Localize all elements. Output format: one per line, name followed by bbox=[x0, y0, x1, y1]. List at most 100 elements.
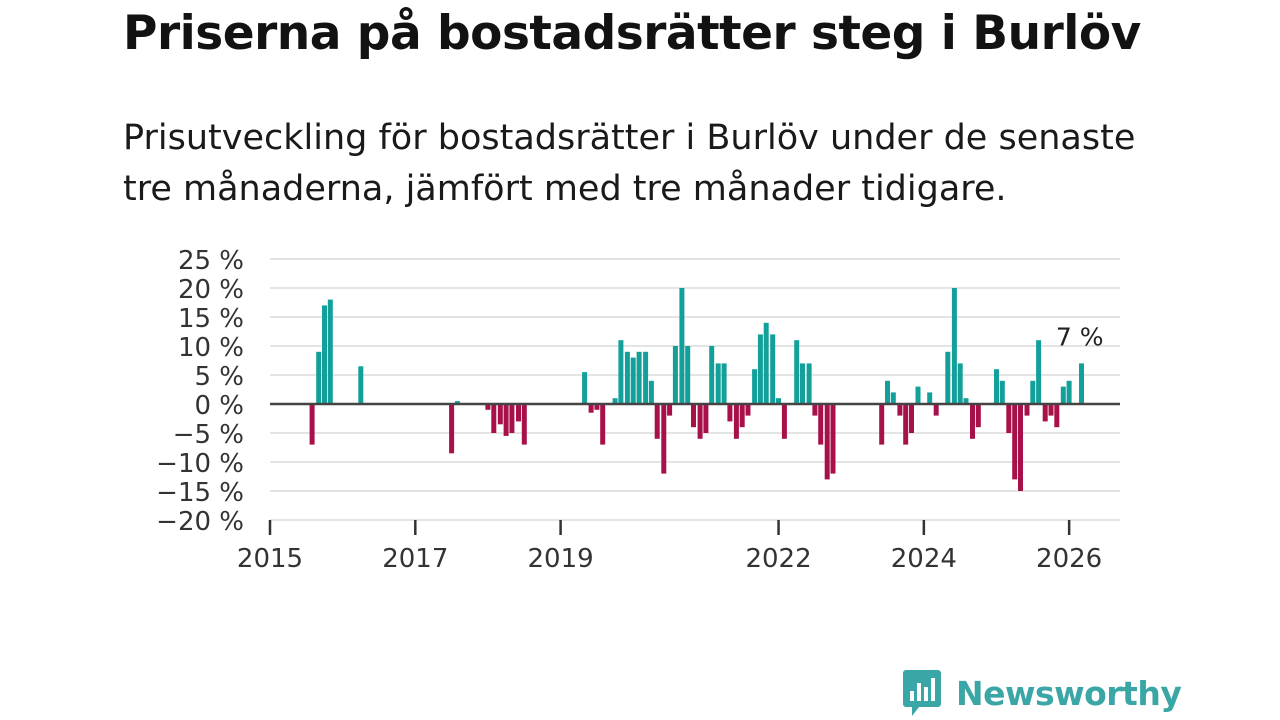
bar bbox=[794, 340, 800, 404]
bar bbox=[745, 404, 751, 416]
y-tick-label: −5 % bbox=[173, 420, 244, 450]
y-tick-label: −10 % bbox=[156, 449, 244, 479]
chart-title: Priserna på bostadsrätter steg i Burlöv bbox=[123, 6, 1141, 61]
bar-series bbox=[309, 288, 1084, 491]
bar bbox=[909, 404, 914, 433]
bar bbox=[667, 404, 673, 416]
bar bbox=[776, 398, 781, 404]
bar bbox=[770, 334, 776, 404]
bar bbox=[994, 369, 999, 404]
bar bbox=[654, 404, 660, 439]
bar bbox=[970, 404, 975, 439]
bar bbox=[1048, 404, 1054, 416]
bar bbox=[309, 404, 315, 445]
bar bbox=[752, 369, 758, 404]
bar bbox=[763, 322, 769, 404]
bar bbox=[449, 404, 455, 454]
bar bbox=[691, 404, 696, 428]
bar bbox=[485, 404, 491, 410]
bar bbox=[643, 351, 649, 404]
bar bbox=[721, 363, 727, 404]
bar bbox=[322, 305, 327, 404]
bar bbox=[957, 363, 963, 404]
bar bbox=[927, 392, 933, 404]
bar bbox=[1079, 363, 1084, 404]
x-tick-label: 2022 bbox=[745, 544, 811, 574]
chart-subtitle: Prisutveckling för bostadsrätter i Burlö… bbox=[123, 118, 1136, 209]
bar bbox=[1012, 404, 1018, 480]
bar bbox=[915, 386, 921, 404]
bar bbox=[709, 346, 715, 404]
y-tick-label: 5 % bbox=[194, 362, 244, 392]
bar bbox=[618, 340, 624, 404]
bar bbox=[830, 404, 836, 474]
bar bbox=[521, 404, 527, 445]
bar bbox=[879, 404, 885, 445]
y-tick-label: 25 % bbox=[178, 246, 244, 276]
bar bbox=[503, 404, 509, 436]
bar bbox=[661, 404, 667, 474]
bar bbox=[1042, 404, 1048, 422]
y-tick-label: −15 % bbox=[156, 478, 244, 508]
bar bbox=[963, 398, 969, 404]
bar bbox=[588, 404, 594, 413]
bar bbox=[806, 363, 812, 404]
gridlines bbox=[270, 258, 1120, 521]
x-tick-label: 2015 bbox=[237, 544, 303, 574]
bar bbox=[1006, 404, 1012, 433]
x-tick-label: 2019 bbox=[528, 544, 594, 574]
newsworthy-logo: Newsworthy bbox=[902, 668, 1182, 718]
bar bbox=[757, 334, 763, 404]
bar bbox=[679, 288, 685, 404]
bar bbox=[1024, 404, 1030, 416]
bar bbox=[975, 404, 981, 428]
bar bbox=[497, 404, 503, 425]
bar bbox=[1036, 340, 1042, 404]
y-tick-label: 0 % bbox=[194, 391, 244, 421]
x-tick-label: 2017 bbox=[382, 544, 448, 574]
bar bbox=[491, 404, 497, 433]
bar bbox=[685, 346, 691, 404]
bar bbox=[582, 372, 588, 404]
bar bbox=[999, 380, 1005, 404]
last-value-annotation: 7 % bbox=[1056, 322, 1104, 351]
bar bbox=[933, 404, 939, 416]
y-tick-label: 20 % bbox=[178, 275, 244, 305]
bar bbox=[951, 288, 957, 404]
bar bbox=[672, 346, 678, 404]
bar bbox=[703, 404, 709, 433]
bar bbox=[358, 366, 364, 404]
bar bbox=[1066, 380, 1072, 404]
newsworthy-wordmark: Newsworthy bbox=[956, 673, 1182, 713]
bar bbox=[648, 380, 654, 404]
bar bbox=[903, 404, 909, 445]
y-axis-tick-labels: 25 %20 %15 %10 %5 %0 %−5 %−10 %−15 %−20 … bbox=[156, 246, 244, 537]
bar bbox=[594, 404, 600, 410]
bar bbox=[612, 398, 618, 404]
bar bbox=[897, 404, 903, 416]
bar bbox=[1030, 380, 1036, 404]
x-tick-label: 2024 bbox=[891, 544, 957, 574]
bar bbox=[812, 404, 818, 416]
bar bbox=[600, 404, 606, 445]
bar bbox=[824, 404, 830, 480]
y-tick-label: −20 % bbox=[156, 507, 244, 537]
x-axis: 2015 2017 2019 2022 2024 2026 bbox=[237, 520, 1102, 574]
bar bbox=[316, 351, 322, 404]
bar bbox=[516, 404, 521, 422]
bar bbox=[739, 404, 745, 428]
newsworthy-chart-bubble-icon bbox=[903, 670, 941, 716]
bar bbox=[733, 404, 739, 439]
y-tick-label: 10 % bbox=[178, 333, 244, 363]
bar bbox=[945, 351, 951, 404]
bar bbox=[890, 392, 896, 404]
bar bbox=[727, 404, 733, 422]
bar bbox=[636, 351, 642, 404]
bar bbox=[624, 351, 630, 404]
bar bbox=[1054, 404, 1060, 428]
bar bbox=[800, 363, 805, 404]
x-tick-label: 2026 bbox=[1036, 544, 1102, 574]
bar bbox=[781, 404, 787, 439]
y-tick-label: 15 % bbox=[178, 304, 244, 334]
